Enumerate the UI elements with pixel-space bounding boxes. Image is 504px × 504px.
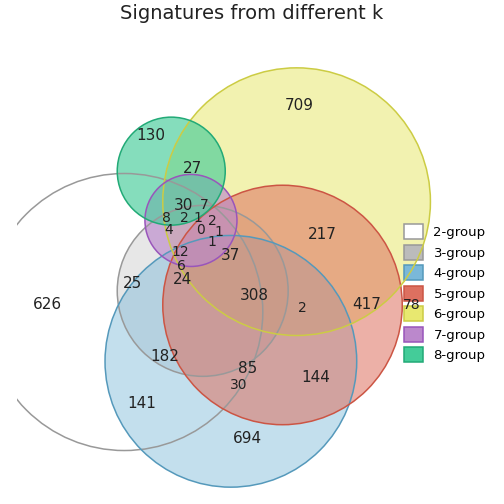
Text: 7: 7 <box>200 199 209 212</box>
Text: 182: 182 <box>151 349 179 364</box>
Legend: 2-group, 3-group, 4-group, 5-group, 6-group, 7-group, 8-group: 2-group, 3-group, 4-group, 5-group, 6-gr… <box>401 220 489 366</box>
Text: 2: 2 <box>179 211 188 225</box>
Title: Signatures from different k: Signatures from different k <box>120 4 384 23</box>
Text: 694: 694 <box>233 431 262 446</box>
Text: 2: 2 <box>208 214 216 228</box>
Text: 0: 0 <box>196 223 205 237</box>
Text: 85: 85 <box>238 361 257 376</box>
Text: 130: 130 <box>137 129 165 144</box>
Text: 308: 308 <box>240 288 269 303</box>
Text: 626: 626 <box>33 297 62 312</box>
Text: 1: 1 <box>215 225 224 239</box>
Text: 25: 25 <box>122 276 142 291</box>
Text: 24: 24 <box>173 272 193 287</box>
Text: 217: 217 <box>308 227 337 242</box>
Text: 78: 78 <box>403 298 420 312</box>
Circle shape <box>163 185 402 425</box>
Circle shape <box>105 235 357 487</box>
Circle shape <box>117 117 225 225</box>
Circle shape <box>163 68 430 336</box>
Text: 417: 417 <box>353 297 382 312</box>
Text: 6: 6 <box>177 260 186 274</box>
Text: 1: 1 <box>194 211 203 225</box>
Text: 1: 1 <box>208 234 217 248</box>
Circle shape <box>117 206 288 376</box>
Text: 27: 27 <box>183 161 202 176</box>
Text: 2: 2 <box>298 301 307 316</box>
Text: 30: 30 <box>230 378 247 392</box>
Text: 37: 37 <box>221 248 240 263</box>
Text: 144: 144 <box>301 370 330 385</box>
Text: 709: 709 <box>284 98 313 113</box>
Text: 141: 141 <box>127 396 156 411</box>
Text: 30: 30 <box>174 198 194 213</box>
Text: 12: 12 <box>172 245 190 259</box>
Text: 8: 8 <box>162 211 171 225</box>
Circle shape <box>145 174 237 267</box>
Text: 4: 4 <box>164 223 173 237</box>
